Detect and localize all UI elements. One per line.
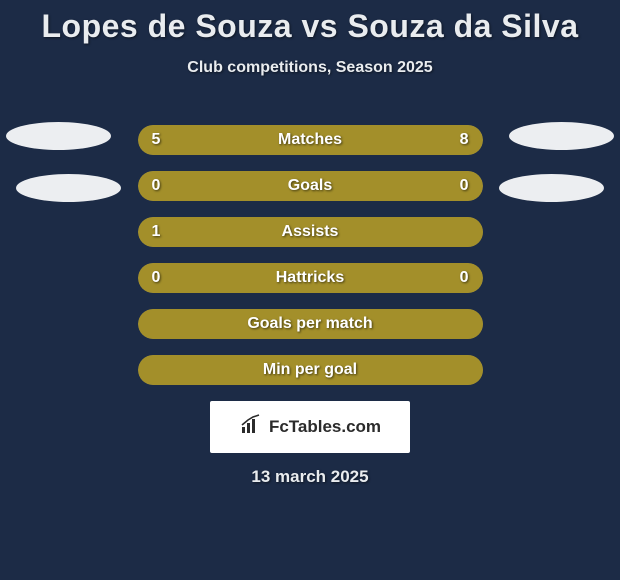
page-title: Lopes de Souza vs Souza da Silva — [0, 0, 620, 45]
stat-bar: 1 Assists — [138, 217, 483, 247]
stat-bars: 5 Matches 8 0 Goals 0 1 Assists — [0, 117, 620, 393]
stat-label: Goals — [138, 171, 483, 201]
stat-row-goals-per-match: Goals per match — [0, 301, 620, 347]
stat-bar: 5 Matches 8 — [138, 125, 483, 155]
stat-value-right: 0 — [460, 263, 469, 293]
stat-label: Hattricks — [138, 263, 483, 293]
stat-value-right: 0 — [460, 171, 469, 201]
chart-icon-bar — [247, 423, 250, 433]
stat-row-min-per-goal: Min per goal — [0, 347, 620, 393]
comparison-infographic: Lopes de Souza vs Souza da Silva Club co… — [0, 0, 620, 580]
stat-row-goals: 0 Goals 0 — [0, 163, 620, 209]
branding-badge: FcTables.com — [210, 401, 410, 453]
branding-text: FcTables.com — [269, 417, 381, 437]
stat-row-matches: 5 Matches 8 — [0, 117, 620, 163]
stat-value-right: 8 — [460, 125, 469, 155]
stat-label: Matches — [138, 125, 483, 155]
chart-icon-line — [242, 415, 259, 425]
chart-icon-bar — [252, 419, 255, 433]
stat-bar: 0 Hattricks 0 — [138, 263, 483, 293]
stat-label: Min per goal — [138, 355, 483, 385]
chart-icon-bar — [242, 427, 245, 433]
chart-icon — [239, 413, 263, 442]
date-text: 13 march 2025 — [0, 467, 620, 487]
stat-row-assists: 1 Assists — [0, 209, 620, 255]
stat-bar: Min per goal — [138, 355, 483, 385]
page-subtitle: Club competitions, Season 2025 — [0, 59, 620, 77]
stat-label: Assists — [138, 217, 483, 247]
stat-label: Goals per match — [138, 309, 483, 339]
stat-bar: 0 Goals 0 — [138, 171, 483, 201]
stat-row-hattricks: 0 Hattricks 0 — [0, 255, 620, 301]
stat-bar: Goals per match — [138, 309, 483, 339]
